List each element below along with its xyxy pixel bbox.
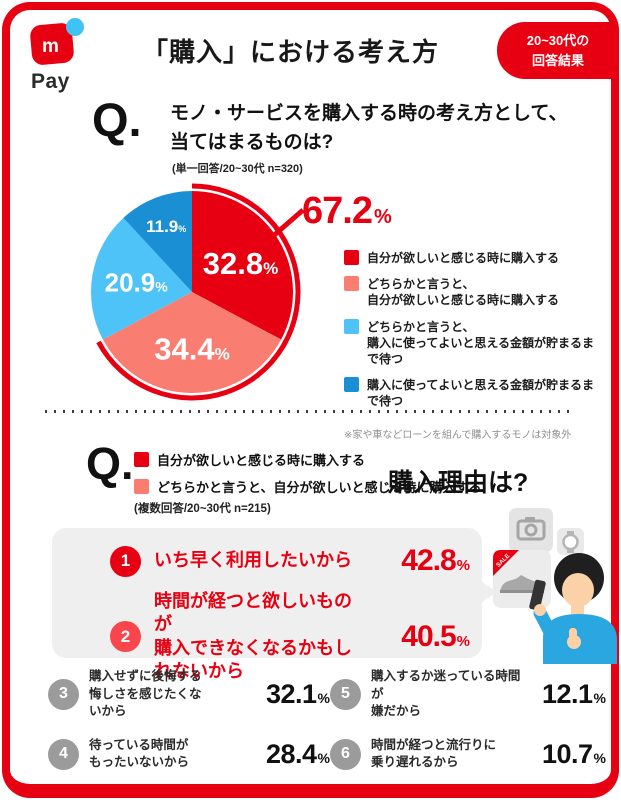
reason-label: いち早く利用したいから: [154, 550, 352, 571]
other-reason-item: 6 時間が経つと流行りに 乗り遅れるから 10.7%: [330, 737, 606, 772]
legend-label: 自分が欲しいと感じる時に購入する: [367, 251, 560, 265]
pie-chart: 32.8%34.4%20.9%11.9%: [90, 183, 305, 401]
legend-swatch: [344, 250, 359, 265]
pie-slice: [192, 191, 293, 340]
pie-slice: [102, 292, 282, 393]
reason-label: 購入するか迷っている時間が 嫌だから: [371, 669, 521, 718]
highlight-unit: %: [373, 206, 392, 228]
legend-label: 購入に使ってよいと思える金額が貯まるまで待つ: [367, 378, 595, 409]
logo-blue-dot: [66, 18, 84, 36]
rank-badge: 2: [110, 621, 141, 653]
pie-slice-label: 11.9%: [146, 217, 186, 236]
merpay-logo-mark: m: [30, 18, 84, 65]
watch-icon: [562, 531, 579, 553]
q1-question: モノ・サービスを購入する時の考え方として、 当てはまるものは?: [170, 100, 567, 157]
reason-value: 28.4%: [265, 738, 330, 769]
q2-legend-item-2: どちらかと言うと、自分が欲しいと感じる時に購入する: [134, 477, 481, 496]
q1-mark: Q.: [92, 93, 142, 146]
age-group-badge: 20~30代の 回答結果: [497, 22, 611, 79]
legend-swatch: [344, 318, 359, 334]
reason-label: 購入せずに後悔する 悔しさを感じたくないから: [89, 669, 202, 718]
highlight-percentage: 67.2%: [302, 190, 392, 233]
legend-label: どちらかと言うと、 自分が欲しいと感じる時に購入する: [367, 277, 560, 308]
legend-swatch: [344, 276, 359, 292]
pie-legend-item: 自分が欲しいと感じる時に購入する: [344, 250, 606, 266]
illustration-person: SALE: [493, 508, 617, 664]
badge-line1: 20~30代の: [526, 33, 590, 48]
reason-label: 待っている時間が もったいないから: [89, 737, 190, 770]
rank-badge: 6: [330, 738, 361, 770]
legend-label: どちらかと言うと、 購入に使ってよいと思える金額が貯まるまで待つ: [367, 319, 595, 366]
other-reason-item: 5 購入するか迷っている時間が 嫌だから 12.1%: [330, 668, 606, 721]
callout-line: [270, 208, 305, 239]
q2-legend: 自分が欲しいと感じる時に購入する どちらかと言うと、自分が欲しいと感じる時に購入…: [134, 450, 481, 496]
q1-line2: 当てはまるものは?: [170, 131, 334, 153]
rank-badge: 4: [48, 738, 79, 770]
rank-badge: 3: [48, 678, 79, 710]
dotted-divider: [45, 410, 576, 413]
merpay-logo: m Pay: [28, 16, 88, 94]
reason-value: 10.7%: [541, 738, 606, 769]
pie-legend: 自分が欲しいと感じる時に購入する どちらかと言うと、 自分が欲しいと感じる時に購…: [344, 250, 606, 441]
reason-value: 32.1%: [265, 678, 330, 709]
pie-legend-item: どちらかと言うと、 購入に使ってよいと思える金額が貯まるまで待つ: [344, 318, 606, 368]
reason-value: 40.5%: [401, 619, 470, 653]
q1-line1: モノ・サービスを購入する時の考え方として、: [170, 103, 568, 124]
q2-mark: Q.: [86, 438, 134, 489]
sneaker-icon: [500, 575, 544, 593]
top-reason-row: 1 いち早く利用したいから 42.8%: [110, 544, 470, 578]
top-reasons-box: 1 いち早く利用したいから 42.8% 2 時間が経つと欲しいものが 購入できな…: [52, 528, 482, 681]
logo-m-letter: m: [42, 36, 59, 57]
reason-value: 12.1%: [541, 678, 606, 709]
highlight-number: 67.2: [302, 190, 373, 232]
pie-slice: [90, 217, 192, 340]
badge-line2: 回答結果: [531, 52, 584, 68]
q2-legend-label-2: どちらかと言うと、自分が欲しいと感じる時に購入する: [157, 480, 482, 495]
reason-label: 時間が経つと欲しいものが 購入できなくなるかもしれないから: [154, 591, 352, 682]
pie-slice: [123, 191, 192, 292]
pie-legend-item: どちらかと言うと、 自分が欲しいと感じる時に購入する: [344, 276, 606, 308]
salmon-swatch: [134, 479, 149, 494]
page-title: 「購入」における考え方: [141, 37, 439, 67]
q2-legend-label-1: 自分が欲しいと感じる時に購入する: [157, 453, 366, 468]
phone: [529, 579, 546, 611]
other-reasons-list: 3 購入せずに後悔する 悔しさを感じたくないから 32.1% 4 待っている時間…: [48, 668, 606, 772]
red-swatch: [134, 452, 149, 467]
pie-footnote: ※家や車などローンを組んで購入するモノは対象外: [344, 429, 572, 441]
reason-value: 42.8%: [401, 544, 470, 577]
legend-swatch: [344, 377, 359, 393]
logo-pay-text: Pay: [31, 70, 70, 93]
q2-legend-item-1: 自分が欲しいと感じる時に購入する: [134, 450, 481, 469]
q1-sample-note: (単一回答/20~30代 n=320): [172, 163, 303, 175]
pie-legend-item: 購入に使ってよいと思える金額が貯まるまで待つ: [344, 377, 606, 409]
q2-sample-note: (複数回答/20~30代 n=215): [134, 503, 271, 515]
reason-label: 時間が経つと流行りに 乗り遅れるから: [371, 737, 497, 770]
rank-badge: 5: [330, 678, 361, 710]
q2-question: 購入理由は?: [388, 469, 529, 497]
top-reason-row: 2 時間が経つと欲しいものが 購入できなくなるかもしれないから 40.5%: [110, 590, 470, 684]
rank-badge: 1: [110, 545, 141, 577]
highlight-arc: [96, 183, 301, 401]
other-reason-item: 3 購入せずに後悔する 悔しさを感じたくないから 32.1%: [48, 668, 330, 721]
person-holding-phone: [529, 553, 617, 664]
camera-icon: [516, 517, 546, 541]
other-reason-item: 4 待っている時間が もったいないから 28.4%: [48, 737, 330, 772]
